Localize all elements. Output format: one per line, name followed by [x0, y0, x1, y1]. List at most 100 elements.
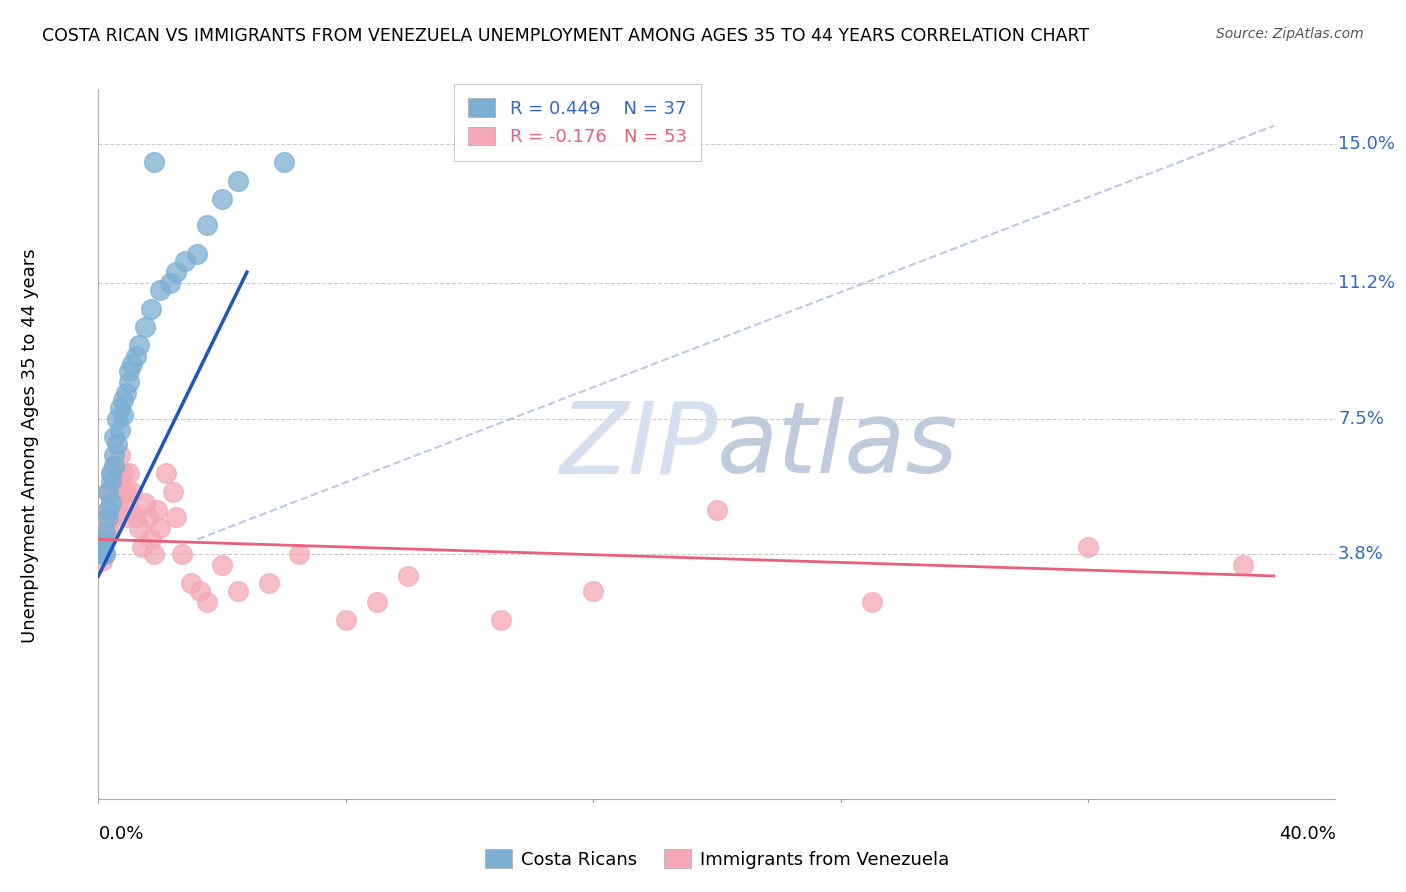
- Point: [146, 503, 169, 517]
- Point: [128, 521, 150, 535]
- Point: [149, 521, 172, 535]
- Point: [90, 547, 112, 561]
- Text: 15.0%: 15.0%: [1339, 135, 1395, 153]
- Point: [257, 576, 280, 591]
- Point: [97, 503, 120, 517]
- Point: [131, 540, 153, 554]
- Point: [108, 401, 131, 415]
- Point: [124, 510, 146, 524]
- Point: [582, 583, 605, 598]
- Point: [103, 430, 125, 444]
- Point: [155, 467, 177, 481]
- Point: [115, 386, 138, 401]
- Point: [90, 540, 112, 554]
- Point: [226, 174, 249, 188]
- Point: [195, 594, 218, 608]
- Point: [273, 155, 295, 169]
- Point: [128, 338, 150, 352]
- Text: atlas: atlas: [717, 398, 959, 494]
- Point: [134, 320, 156, 334]
- Point: [366, 594, 388, 608]
- Point: [1077, 540, 1099, 554]
- Point: [93, 524, 115, 539]
- Text: Source: ZipAtlas.com: Source: ZipAtlas.com: [1216, 27, 1364, 41]
- Point: [706, 503, 728, 517]
- Text: 3.8%: 3.8%: [1339, 545, 1384, 563]
- Point: [149, 284, 172, 298]
- Text: 40.0%: 40.0%: [1279, 825, 1336, 843]
- Point: [105, 496, 128, 510]
- Point: [112, 467, 135, 481]
- Point: [100, 467, 122, 481]
- Point: [195, 218, 218, 232]
- Point: [97, 521, 120, 535]
- Text: Unemployment Among Ages 35 to 44 years: Unemployment Among Ages 35 to 44 years: [21, 249, 39, 643]
- Point: [489, 613, 512, 627]
- Point: [118, 375, 141, 389]
- Point: [100, 474, 122, 488]
- Point: [335, 613, 357, 627]
- Point: [93, 547, 115, 561]
- Point: [112, 408, 135, 422]
- Point: [143, 155, 166, 169]
- Text: 7.5%: 7.5%: [1339, 409, 1384, 427]
- Point: [860, 594, 883, 608]
- Point: [93, 547, 115, 561]
- Point: [103, 474, 125, 488]
- Text: 11.2%: 11.2%: [1339, 274, 1395, 293]
- Point: [165, 265, 187, 279]
- Point: [100, 496, 122, 510]
- Point: [105, 437, 128, 451]
- Text: ZIP: ZIP: [558, 398, 717, 494]
- Point: [396, 569, 419, 583]
- Point: [211, 192, 233, 206]
- Point: [97, 484, 120, 499]
- Point: [118, 503, 141, 517]
- Point: [186, 247, 208, 261]
- Text: 0.0%: 0.0%: [98, 825, 143, 843]
- Point: [174, 254, 197, 268]
- Point: [226, 583, 249, 598]
- Point: [90, 540, 112, 554]
- Point: [108, 423, 131, 437]
- Point: [93, 533, 115, 547]
- Point: [105, 411, 128, 425]
- Point: [180, 576, 202, 591]
- Point: [103, 448, 125, 462]
- Point: [139, 301, 162, 316]
- Point: [103, 459, 125, 474]
- Point: [103, 459, 125, 474]
- Point: [115, 484, 138, 499]
- Point: [97, 510, 120, 524]
- Point: [118, 364, 141, 378]
- Point: [108, 448, 131, 462]
- Point: [93, 521, 115, 535]
- Point: [211, 558, 233, 572]
- Point: [170, 547, 193, 561]
- Point: [103, 510, 125, 524]
- Point: [112, 484, 135, 499]
- Point: [134, 496, 156, 510]
- Point: [100, 484, 122, 499]
- Point: [121, 357, 143, 371]
- Point: [162, 484, 184, 499]
- Legend: Costa Ricans, Immigrants from Venezuela: Costa Ricans, Immigrants from Venezuela: [478, 842, 956, 876]
- Point: [1232, 558, 1254, 572]
- Point: [108, 474, 131, 488]
- Point: [97, 503, 120, 517]
- Point: [190, 583, 212, 598]
- Point: [115, 510, 138, 524]
- Point: [165, 510, 187, 524]
- Point: [100, 467, 122, 481]
- Point: [121, 484, 143, 499]
- Point: [288, 547, 311, 561]
- Point: [139, 533, 162, 547]
- Point: [143, 547, 166, 561]
- Point: [136, 510, 159, 524]
- Point: [118, 467, 141, 481]
- Point: [93, 533, 115, 547]
- Point: [112, 393, 135, 408]
- Point: [159, 276, 181, 290]
- Point: [90, 554, 112, 568]
- Point: [124, 349, 146, 363]
